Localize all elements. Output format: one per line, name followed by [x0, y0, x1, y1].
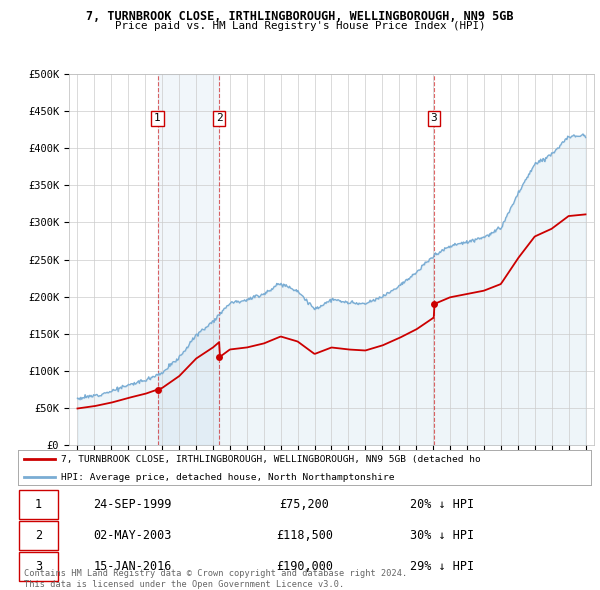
Text: 1: 1: [154, 113, 161, 123]
Text: 1: 1: [35, 498, 42, 511]
Text: 15-JAN-2016: 15-JAN-2016: [94, 560, 172, 573]
Text: 20% ↓ HPI: 20% ↓ HPI: [410, 498, 474, 511]
Text: 3: 3: [35, 560, 42, 573]
Text: 2: 2: [35, 529, 42, 542]
Text: Price paid vs. HM Land Registry's House Price Index (HPI): Price paid vs. HM Land Registry's House …: [115, 21, 485, 31]
Text: 3: 3: [430, 113, 437, 123]
Text: 7, TURNBROOK CLOSE, IRTHLINGBOROUGH, WELLINGBOROUGH, NN9 5GB (detached ho: 7, TURNBROOK CLOSE, IRTHLINGBOROUGH, WEL…: [61, 455, 481, 464]
Text: £118,500: £118,500: [276, 529, 333, 542]
FancyBboxPatch shape: [19, 552, 58, 581]
Text: 02-MAY-2003: 02-MAY-2003: [94, 529, 172, 542]
Text: 24-SEP-1999: 24-SEP-1999: [94, 498, 172, 511]
Text: 2: 2: [216, 113, 223, 123]
Bar: [158, 74, 219, 445]
Text: 7, TURNBROOK CLOSE, IRTHLINGBOROUGH, WELLINGBOROUGH, NN9 5GB: 7, TURNBROOK CLOSE, IRTHLINGBOROUGH, WEL…: [86, 10, 514, 23]
Text: Contains HM Land Registry data © Crown copyright and database right 2024.
This d: Contains HM Land Registry data © Crown c…: [24, 569, 407, 589]
Text: £190,000: £190,000: [276, 560, 333, 573]
Text: £75,200: £75,200: [280, 498, 329, 511]
Text: 30% ↓ HPI: 30% ↓ HPI: [410, 529, 474, 542]
Text: 29% ↓ HPI: 29% ↓ HPI: [410, 560, 474, 573]
FancyBboxPatch shape: [19, 521, 58, 550]
Text: HPI: Average price, detached house, North Northamptonshire: HPI: Average price, detached house, Nort…: [61, 473, 394, 483]
FancyBboxPatch shape: [19, 490, 58, 519]
